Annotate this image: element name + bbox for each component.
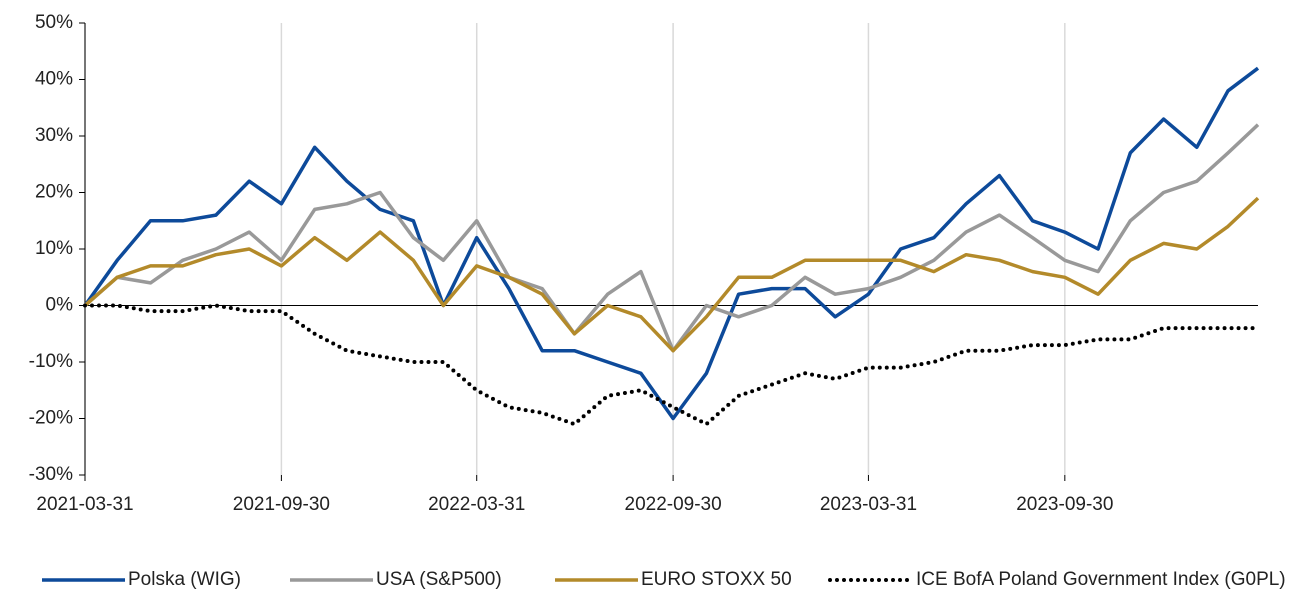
series-line: [83, 196, 1260, 353]
y-tick-label: 50%: [35, 12, 73, 33]
y-tick-label: 40%: [35, 69, 73, 90]
series-line: [83, 123, 1260, 353]
y-tick-label: 10%: [35, 238, 73, 259]
y-tick-label: 30%: [35, 125, 73, 146]
series-line: [83, 303, 1260, 427]
x-tick-label: 2023-09-30: [1016, 494, 1113, 515]
y-tick-label: -30%: [29, 464, 73, 485]
x-tick-label: 2021-09-30: [233, 494, 330, 515]
series-line: [83, 66, 1260, 421]
y-tick-label: -20%: [29, 408, 73, 429]
y-tick-label: 20%: [35, 182, 73, 203]
x-tick-label: 2022-09-30: [625, 494, 722, 515]
legend-label: EURO STOXX 50: [641, 569, 792, 590]
y-tick-label: 0%: [46, 295, 74, 316]
y-tick-label: -10%: [29, 351, 73, 372]
legend-label: ICE BofA Poland Government Index (G0PL): [916, 569, 1286, 590]
legend-label: USA (S&P500): [376, 569, 502, 590]
legend-label: Polska (WIG): [128, 569, 241, 590]
x-tick-label: 2022-03-31: [428, 494, 525, 515]
x-tick-label: 2023-03-31: [820, 494, 917, 515]
x-tick-label: 2021-03-31: [36, 494, 133, 515]
